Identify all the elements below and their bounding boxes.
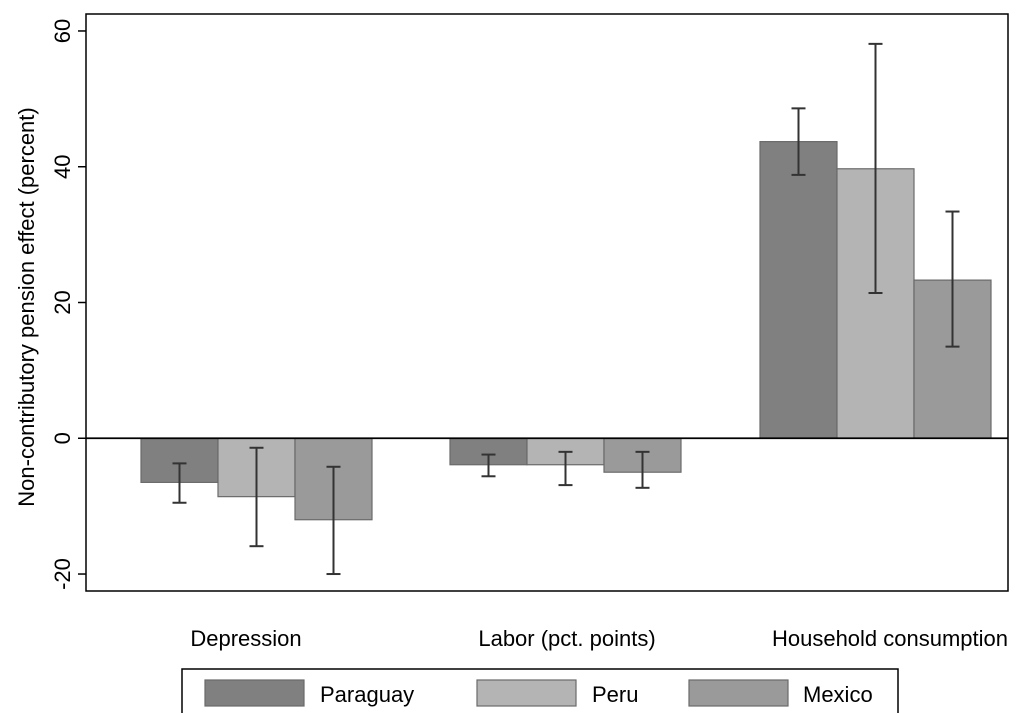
y-axis: -20 0 20 40 60 [50,19,86,590]
legend-key [204,679,305,707]
legend-label: Mexico [803,682,873,707]
legend-key [476,679,577,707]
x-tick-label: Labor (pct. points) [478,626,655,651]
y-tick-label: 40 [50,154,75,178]
x-tick-label: Depression [190,626,301,651]
error-bars-group [172,42,960,576]
legend-key [688,679,789,707]
y-tick-label: 20 [50,290,75,314]
y-tick-label: 60 [50,19,75,43]
legend-label: Paraguay [320,682,414,707]
legend: Paraguay Peru Mexico [181,668,899,713]
bar [759,141,838,439]
legend-label: Peru [592,682,638,707]
y-tick-label: 0 [50,432,75,444]
x-axis-labels: Depression Labor (pct. points) Household c… [190,626,1008,651]
y-tick-label: -20 [50,558,75,590]
x-tick-label: Household consumption [772,626,1008,651]
y-axis-title: Non-contributory pension effect (percent… [14,107,39,506]
